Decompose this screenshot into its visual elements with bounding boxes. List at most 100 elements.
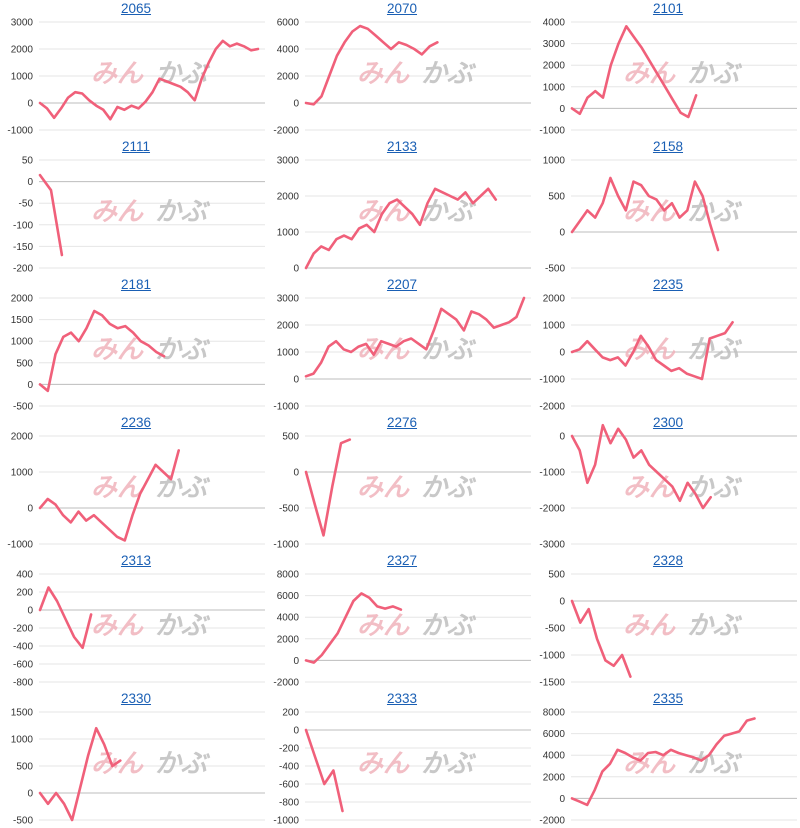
series-line (304, 438, 352, 537)
minkabu-logo: みん かぶ (623, 59, 743, 89)
svg-text:みん: みん (357, 749, 410, 779)
chart-cell: 2065 3000 2000 1000 0 -1000 みん かぶ (3, 0, 269, 138)
y-tick-label: 0 (293, 264, 299, 275)
y-tick-label: 2000 (543, 772, 566, 783)
chart-cell: 2207 3000 2000 1000 0 -1000 みん かぶ (269, 276, 535, 414)
minkabu-logo: みん かぶ (357, 611, 477, 641)
minkabu-logo: みん かぶ (91, 611, 211, 641)
chart-cell: 2328 500 0 -500 -1000 -1500 みん かぶ (535, 552, 800, 690)
chart-title-link[interactable]: 2101 (652, 1, 684, 16)
chart-cell: 2300 0 -1000 -2000 -3000 みん かぶ (535, 414, 800, 552)
y-tick-label: -150 (13, 242, 33, 253)
svg-text:みん: みん (623, 197, 676, 227)
minkabu-logo: みん かぶ (623, 197, 743, 227)
svg-text:みん: みん (357, 473, 410, 503)
chart-title-link[interactable]: 2330 (120, 691, 152, 706)
y-tick-label: -800 (279, 798, 299, 809)
chart-title-link[interactable]: 2111 (121, 139, 151, 154)
y-tick-label: 4000 (543, 751, 566, 762)
svg-text:みん: みん (357, 59, 410, 89)
chart-title-link[interactable]: 2065 (120, 1, 152, 16)
chart-cell: 2313 400 200 0 -200 -400 -600 -800 みん かぶ (3, 552, 269, 690)
svg-text:みん: みん (623, 611, 676, 641)
chart-title-link[interactable]: 2300 (652, 415, 684, 430)
y-tick-label: 4000 (543, 18, 566, 29)
y-tick-label: 0 (27, 380, 33, 391)
minkabu-logo: みん かぶ (91, 197, 211, 227)
svg-text:かぶ: かぶ (421, 749, 477, 779)
chart-title-link[interactable]: 2133 (386, 139, 418, 154)
line-chart: 400 200 0 -200 -400 -600 -800 みん かぶ (13, 570, 265, 689)
y-tick-label: 2000 (11, 45, 34, 56)
y-tick-label: 1000 (543, 321, 566, 332)
y-tick-label: 4000 (277, 45, 300, 56)
svg-text:かぶ: かぶ (687, 335, 743, 365)
y-tick-label: 1000 (11, 468, 34, 479)
line-chart: 2000 1000 0 -1000 -2000 みん かぶ (539, 294, 797, 413)
y-tick-label: 400 (16, 570, 33, 581)
y-tick-label: -1000 (273, 402, 299, 413)
y-tick-label: -2000 (273, 678, 299, 689)
y-tick-label: 6000 (543, 729, 566, 740)
y-tick-label: 0 (559, 348, 565, 359)
chart-cell: 2158 1000 500 0 -500 みん かぶ (535, 138, 800, 276)
y-tick-label: -400 (279, 762, 299, 773)
y-tick-label: -3000 (539, 540, 565, 551)
y-tick-label: -500 (13, 402, 33, 413)
svg-text:かぶ: かぶ (155, 749, 211, 779)
chart-title-link[interactable]: 2335 (652, 691, 684, 706)
y-tick-label: 500 (282, 432, 299, 443)
y-tick-label: 1500 (11, 708, 34, 719)
y-tick-label: 8000 (277, 570, 300, 581)
chart-cell: 2181 2000 1500 1000 500 0 -500 みん かぶ (3, 276, 269, 414)
minkabu-logo: みん かぶ (91, 749, 211, 779)
y-tick-label: 1000 (543, 156, 566, 167)
line-chart: 200 0 -200 -400 -600 -800 -1000 みん かぶ (273, 708, 531, 827)
y-tick-label: 2000 (277, 634, 300, 645)
y-tick-label: -400 (13, 642, 33, 653)
chart-title-link[interactable]: 2207 (386, 277, 418, 292)
y-tick-label: -100 (13, 220, 33, 231)
svg-text:かぶ: かぶ (421, 611, 477, 641)
series-line (570, 423, 712, 510)
series-line (38, 449, 180, 542)
line-chart: 500 0 -500 -1000 -1500 みん かぶ (539, 570, 797, 689)
svg-text:かぶ: かぶ (155, 59, 211, 89)
line-chart: 6000 4000 2000 0 -2000 みん かぶ (273, 18, 531, 137)
y-tick-label: -1000 (273, 816, 299, 827)
y-tick-label: 0 (27, 606, 33, 617)
minkabu-logo: みん かぶ (623, 473, 743, 503)
chart-title-link[interactable]: 2327 (386, 553, 418, 568)
y-tick-label: 500 (548, 192, 565, 203)
chart-title-link[interactable]: 2328 (652, 553, 684, 568)
chart-title-link[interactable]: 2236 (120, 415, 152, 430)
series-line (570, 599, 632, 678)
y-tick-label: 0 (559, 794, 565, 805)
chart-title-link[interactable]: 2333 (386, 691, 418, 706)
line-chart: 1500 1000 500 0 -500 みん かぶ (11, 708, 265, 827)
y-tick-label: 0 (27, 504, 33, 515)
y-tick-label: 2000 (11, 294, 34, 305)
chart-title-link[interactable]: 2276 (386, 415, 418, 430)
chart-title-link[interactable]: 2235 (652, 277, 684, 292)
svg-text:みん: みん (91, 473, 144, 503)
chart-title-link[interactable]: 2158 (652, 139, 684, 154)
series-line (38, 586, 93, 650)
y-tick-label: 1000 (543, 82, 566, 93)
svg-text:かぶ: かぶ (421, 473, 477, 503)
y-tick-label: -1000 (273, 540, 299, 551)
minkabu-logo: みん かぶ (357, 59, 477, 89)
series-line (570, 176, 720, 252)
chart-title-link[interactable]: 2070 (386, 1, 418, 16)
chart-title-link[interactable]: 2313 (120, 553, 152, 568)
series-line (38, 726, 122, 822)
y-tick-label: 4000 (277, 613, 300, 624)
y-tick-label: 1500 (11, 315, 34, 326)
svg-text:かぶ: かぶ (155, 473, 211, 503)
y-tick-label: 1000 (277, 348, 300, 359)
y-tick-label: 0 (559, 432, 565, 443)
chart-title-link[interactable]: 2181 (120, 277, 152, 292)
